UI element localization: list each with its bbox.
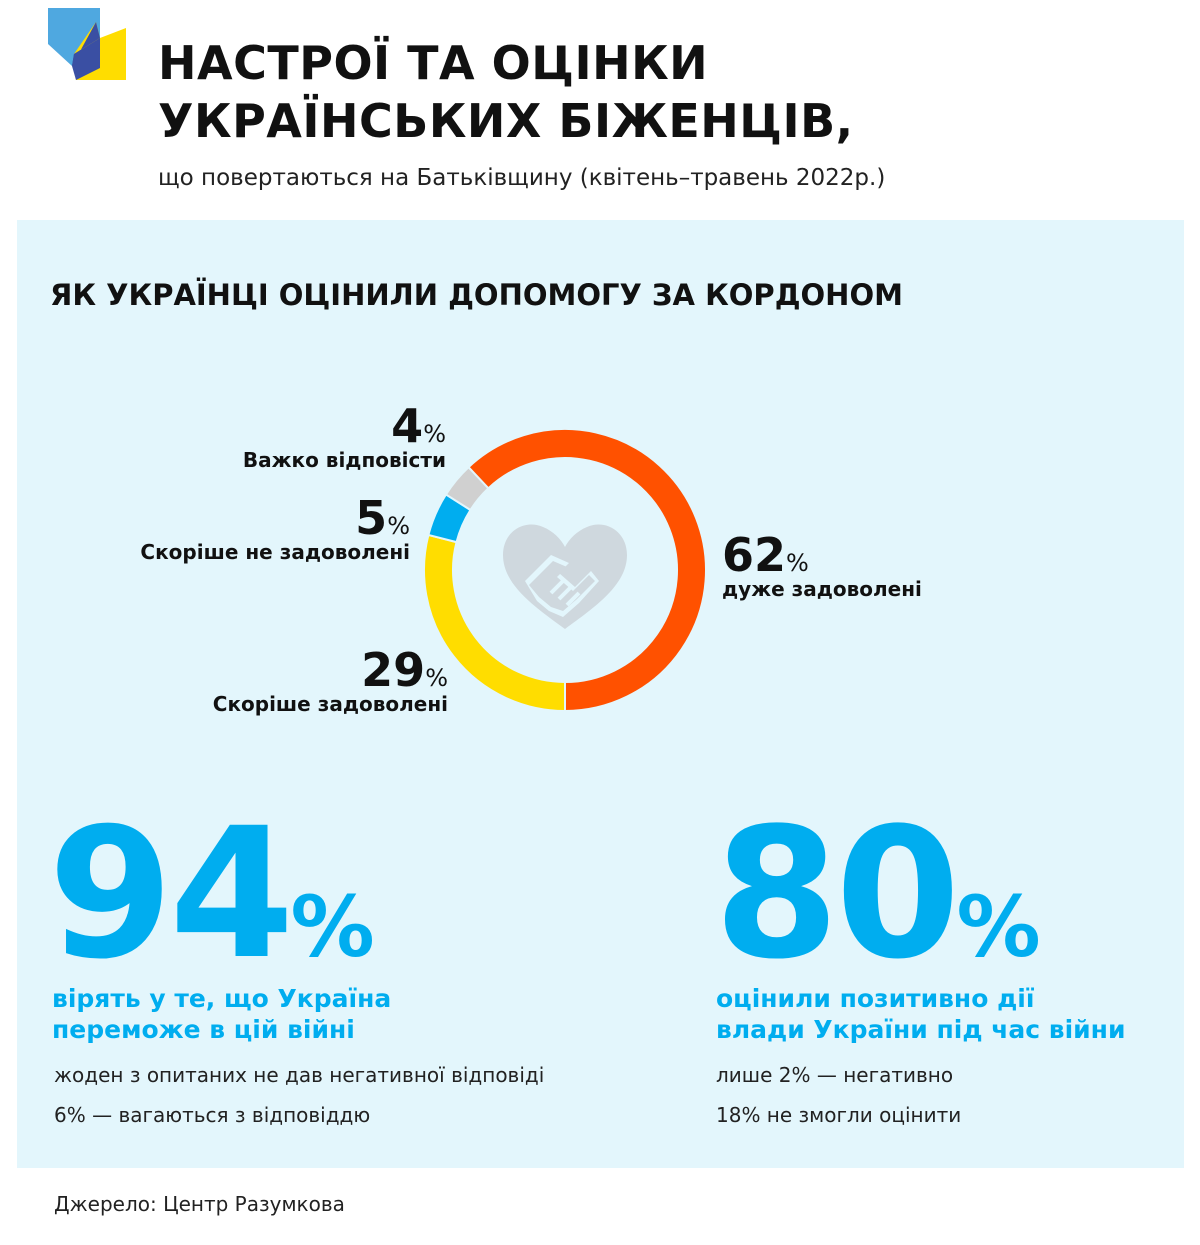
page-subtitle: що повертаються на Батьківщину (квітень–…: [158, 165, 886, 191]
stat-headline: вірять у те, що Україна переможе в цій в…: [52, 983, 391, 1045]
title-line-1: НАСТРОЇ ТА ОЦІНКИ: [158, 36, 709, 90]
stat-headline-line-1: вірять у те, що Україна: [52, 984, 392, 1013]
label-caption: Скоріше задоволені: [212, 692, 448, 716]
stat-headline-line-2: переможе в цій війні: [52, 1015, 355, 1044]
slice-hard-to-say: [444, 465, 490, 512]
stat-note: жоден з опитаних не дав негативної відпо…: [54, 1063, 545, 1087]
label-unit: %: [387, 512, 410, 540]
label-unit: %: [786, 549, 809, 577]
label-unit: %: [423, 420, 446, 448]
donut-chart: [423, 428, 707, 713]
section-title: ЯК УКРАЇНЦІ ОЦІНИЛИ ДОПОМОГУ ЗА КОРДОНОМ: [50, 278, 903, 312]
stat-headline: оцінили позитивно дії влади України під …: [716, 983, 1125, 1045]
label-caption: Важко відповісти: [242, 448, 446, 472]
stat-note: 18% не змогли оцінити: [716, 1103, 962, 1127]
label-caption: Скоріше не задоволені: [140, 540, 410, 564]
label-rather-satisfied: 29% Скоріше задоволені: [212, 647, 448, 716]
stat-headline-line-1: оцінили позитивно дії: [716, 984, 1035, 1013]
title-line-2: УКРАЇНСЬКИХ БІЖЕНЦІВ,: [158, 94, 854, 148]
stat-value: 94: [48, 790, 294, 999]
label-value: 4: [391, 399, 424, 453]
label-very-satisfied: 62% дуже задоволені: [722, 532, 922, 601]
label-rather-dissatisfied: 5% Скоріше не задоволені: [140, 495, 410, 564]
stat-unit: %: [956, 878, 1041, 976]
stat-victory-belief: 94%: [48, 805, 375, 985]
handshake-heart-icon: [503, 524, 627, 629]
label-value: 62: [722, 528, 787, 582]
stat-note: 6% — вагаються з відповіддю: [54, 1103, 371, 1127]
stat-headline-line-2: влади України під час війни: [716, 1015, 1126, 1044]
label-caption: дуже задоволені: [722, 577, 922, 601]
stat-note: лише 2% — негативно: [716, 1063, 954, 1087]
slice-very-satisfied: [467, 428, 707, 713]
brand-logo-icon: [48, 8, 126, 80]
label-value: 29: [361, 643, 426, 697]
stat-government-approval: 80%: [714, 805, 1041, 985]
source-note: Джерело: Центр Разумкова: [54, 1192, 345, 1216]
label-value: 5: [355, 491, 388, 545]
label-hard-to-say: 4% Важко відповісти: [242, 403, 446, 472]
stat-unit: %: [290, 878, 375, 976]
stat-value: 80: [714, 790, 960, 999]
label-unit: %: [425, 664, 448, 692]
page-title: НАСТРОЇ ТА ОЦІНКИ УКРАЇНСЬКИХ БІЖЕНЦІВ,: [158, 34, 854, 150]
